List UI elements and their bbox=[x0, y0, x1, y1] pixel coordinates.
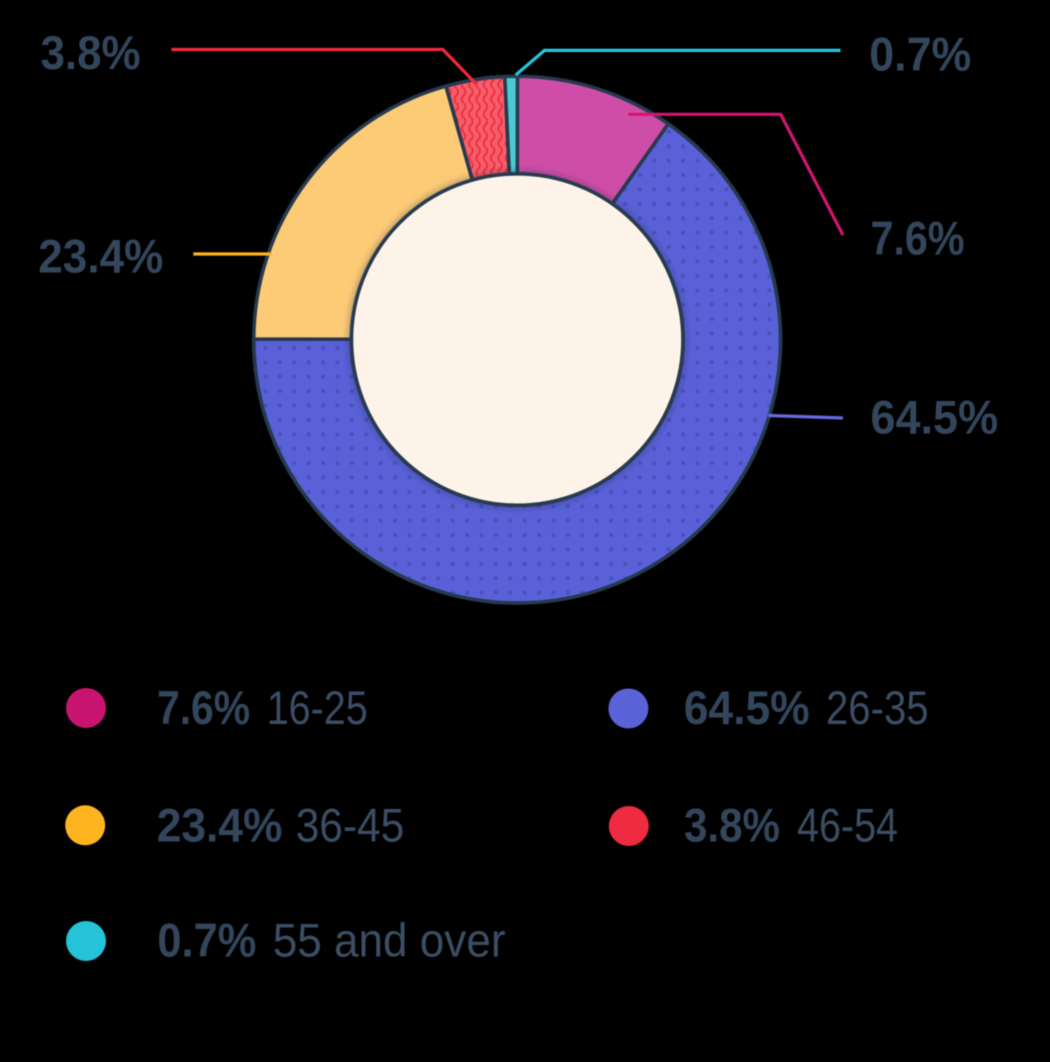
svg-text:36-45: 36-45 bbox=[296, 798, 405, 851]
svg-text:16-25: 16-25 bbox=[267, 681, 368, 734]
svg-text:0.7%: 0.7% bbox=[869, 28, 971, 81]
svg-text:64.5%: 64.5% bbox=[871, 391, 999, 444]
svg-text:55 and over: 55 and over bbox=[273, 914, 506, 967]
svg-text:64.5%: 64.5% bbox=[684, 681, 810, 734]
svg-text:3.8%: 3.8% bbox=[684, 798, 780, 851]
svg-text:0.7%: 0.7% bbox=[157, 914, 256, 967]
svg-text:46-54: 46-54 bbox=[797, 798, 898, 851]
svg-text:3.8%: 3.8% bbox=[41, 26, 141, 79]
svg-text:7.6%: 7.6% bbox=[871, 211, 965, 264]
svg-text:26-35: 26-35 bbox=[826, 681, 929, 734]
svg-text:23.4%: 23.4% bbox=[157, 798, 283, 851]
svg-text:7.6%: 7.6% bbox=[157, 681, 250, 734]
svg-text:23.4%: 23.4% bbox=[38, 230, 163, 283]
